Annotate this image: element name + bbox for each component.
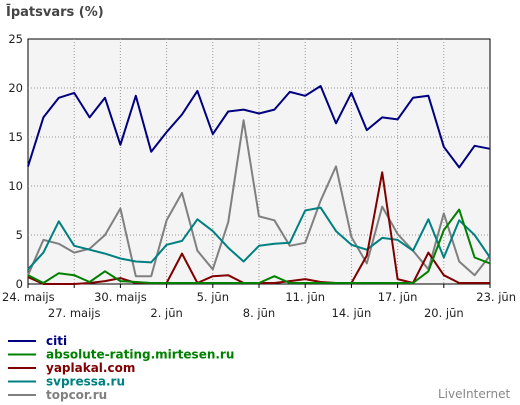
- legend-label-citi: citi: [46, 334, 67, 348]
- y-tick-label: 25: [8, 32, 23, 46]
- y-axis: 0 5 10 15 20 25: [8, 32, 23, 291]
- y-tick-label: 10: [8, 179, 23, 193]
- x-tick-label: 23. jūn: [476, 290, 516, 304]
- y-tick-label: 20: [8, 81, 23, 95]
- x-tick-label: 11. jūn: [285, 290, 325, 304]
- y-tick-label: 0: [16, 277, 23, 291]
- x-tick-label: 27. maijs: [48, 306, 101, 320]
- x-tick-label: 24. maijs: [2, 290, 55, 304]
- x-tick-label: 5. jūn: [197, 290, 229, 304]
- y-tick-label: 15: [8, 130, 23, 144]
- series-line-absolute-rating-mirtesen-ru: [27, 208, 491, 284]
- liveinternet-logo-text: LiveInternet: [438, 387, 510, 401]
- series-lines: [27, 85, 491, 285]
- x-tick-label: 8. jūn: [243, 306, 275, 320]
- legend: citiabsolute-rating.mirtesen.ruyaplakal.…: [8, 334, 234, 402]
- legend-label-svpressa-ru: svpressa.ru: [46, 375, 125, 389]
- series-line-svpressa-ru: [27, 206, 491, 270]
- legend-label-yaplakal-com: yaplakal.com: [46, 361, 135, 375]
- series-line-citi: [27, 85, 491, 169]
- y-tick-label: 5: [16, 228, 23, 242]
- x-tick-label: 14. jūn: [332, 306, 372, 320]
- chart-title: Īpatsvars (%): [6, 5, 104, 20]
- legend-label-topcor-ru: topcor.ru: [46, 388, 107, 402]
- x-tick-label: 17. jūn: [378, 290, 418, 304]
- x-tick-label: 2. jūn: [150, 306, 182, 320]
- x-tick-label: 30. maijs: [94, 290, 147, 304]
- legend-label-absolute-rating-mirtesen-ru: absolute-rating.mirtesen.ru: [46, 348, 234, 362]
- x-tick-label: 20. jūn: [424, 306, 464, 320]
